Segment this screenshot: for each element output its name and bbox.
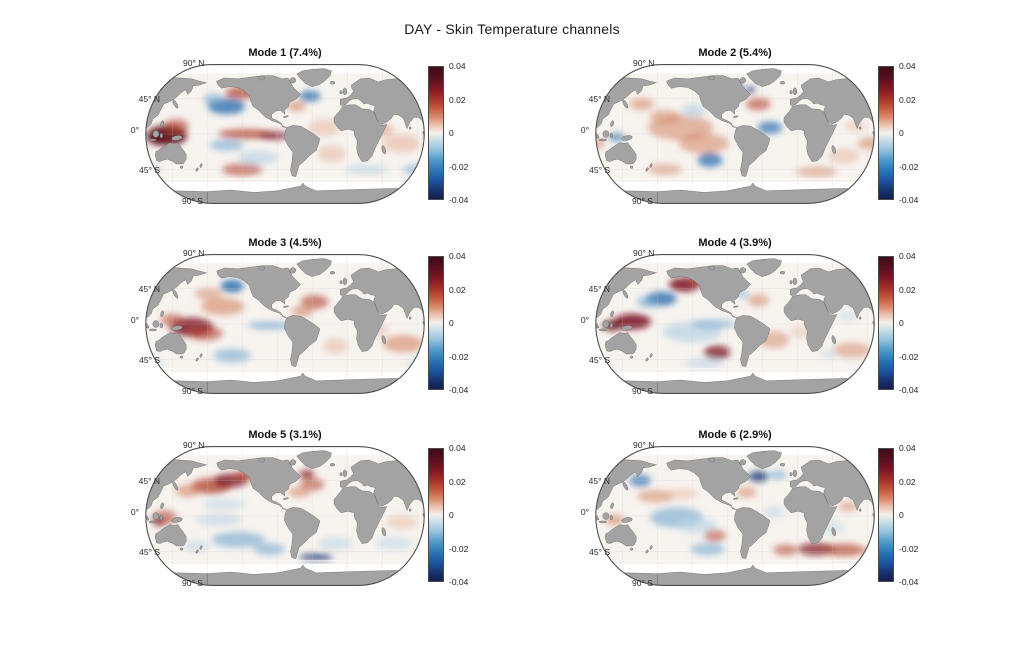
panel-title: Mode 4 (3.9%) <box>698 237 772 249</box>
map-panel-mode-2: Mode 2 (5.4%) 90° N 45° N 0° 45° S 90° S… <box>545 45 970 223</box>
colorbar-tick-label: -0.02 <box>449 351 469 362</box>
lat-label-0: 0° <box>130 315 139 325</box>
colorbar <box>428 448 444 582</box>
world-map <box>595 254 875 394</box>
colorbar-tick-label: 0 <box>449 318 454 328</box>
colorbar-tick-label: -0.02 <box>449 161 469 172</box>
map-panel-mode-5: Mode 5 (3.1%) 90° N 45° N 0° 45° S 90° S… <box>95 427 520 605</box>
lat-label-90n: 90° N <box>633 58 655 68</box>
colorbar-tick-label: -0.02 <box>899 543 919 554</box>
colorbar <box>878 256 894 390</box>
colorbar <box>428 66 444 200</box>
panel-title: Mode 5 (3.1%) <box>248 429 322 441</box>
colorbar-tick-label: 0 <box>899 318 904 328</box>
lat-label-45n: 45° N <box>138 284 160 294</box>
lat-label-90s: 90° S <box>632 386 653 396</box>
lat-label-45s: 45° S <box>589 355 610 365</box>
lat-label-45s: 45° S <box>139 165 160 175</box>
lat-label-0: 0° <box>580 507 589 517</box>
colorbar-tick-label: 0.04 <box>899 443 916 453</box>
lat-label-45s: 45° S <box>589 547 610 557</box>
colorbar-tick-label: 0.02 <box>899 94 916 105</box>
colorbar-tick-label: 0.02 <box>449 284 466 295</box>
map-panel-mode-6: Mode 6 (2.9%) 90° N 45° N 0° 45° S 90° S… <box>545 427 970 605</box>
colorbar <box>428 256 444 390</box>
lat-label-0: 0° <box>580 125 589 135</box>
colorbar-tick-label: -0.02 <box>899 351 919 362</box>
colorbar-tick-label: -0.04 <box>899 195 919 205</box>
colorbar-tick-label: -0.04 <box>449 195 469 205</box>
lat-label-0: 0° <box>580 315 589 325</box>
colorbar-tick-label: 0.04 <box>449 443 466 453</box>
colorbar-tick-label: 0.04 <box>899 61 916 71</box>
lat-label-90n: 90° N <box>183 58 205 68</box>
lat-label-45n: 45° N <box>138 94 160 104</box>
lat-label-90s: 90° S <box>632 578 653 588</box>
colorbar-tick-label: 0.04 <box>449 251 466 261</box>
colorbar <box>878 66 894 200</box>
lat-label-90n: 90° N <box>633 248 655 258</box>
map-panel-mode-3: Mode 3 (4.5%) 90° N 45° N 0° 45° S 90° S… <box>95 235 520 413</box>
world-map <box>145 254 425 394</box>
map-panel-mode-4: Mode 4 (3.9%) 90° N 45° N 0° 45° S 90° S… <box>545 235 970 413</box>
colorbar-tick-label: 0 <box>449 128 454 138</box>
colorbar-tick-label: -0.02 <box>449 543 469 554</box>
colorbar-tick-label: 0 <box>449 510 454 520</box>
colorbar-tick-label: 0.02 <box>449 476 466 487</box>
lat-label-90n: 90° N <box>633 440 655 450</box>
colorbar-tick-label: -0.04 <box>899 577 919 587</box>
panel-title: Mode 1 (7.4%) <box>248 47 322 59</box>
colorbar-tick-label: 0.04 <box>449 61 466 71</box>
lat-label-90n: 90° N <box>183 248 205 258</box>
lat-label-45n: 45° N <box>588 284 610 294</box>
lat-label-90s: 90° S <box>632 196 653 206</box>
map-panel-mode-1: Mode 1 (7.4%) 90° N 45° N 0° 45° S 90° S… <box>95 45 520 223</box>
panel-title: Mode 2 (5.4%) <box>698 47 772 59</box>
colorbar-tick-label: 0 <box>899 128 904 138</box>
colorbar-tick-label: 0.04 <box>899 251 916 261</box>
lat-label-90n: 90° N <box>183 440 205 450</box>
colorbar-tick-label: 0.02 <box>899 476 916 487</box>
colorbar-tick-label: -0.02 <box>899 161 919 172</box>
panel-title: Mode 6 (2.9%) <box>698 429 772 441</box>
colorbar <box>878 448 894 582</box>
world-map <box>145 64 425 204</box>
colorbar-tick-label: 0.02 <box>449 94 466 105</box>
lat-label-45n: 45° N <box>588 94 610 104</box>
colorbar-tick-label: 0.02 <box>899 284 916 295</box>
lat-label-45n: 45° N <box>138 476 160 486</box>
colorbar-tick-label: 0 <box>899 510 904 520</box>
figure-title: DAY - Skin Temperature channels <box>404 21 620 37</box>
world-map <box>595 64 875 204</box>
lat-label-45n: 45° N <box>588 476 610 486</box>
lat-label-45s: 45° S <box>589 165 610 175</box>
panel-title: Mode 3 (4.5%) <box>248 237 322 249</box>
lat-label-0: 0° <box>130 507 139 517</box>
world-map <box>595 446 875 586</box>
lat-label-45s: 45° S <box>139 355 160 365</box>
lat-label-0: 0° <box>130 125 139 135</box>
colorbar-tick-label: -0.04 <box>899 385 919 395</box>
lat-label-90s: 90° S <box>182 578 203 588</box>
lat-label-90s: 90° S <box>182 196 203 206</box>
lat-label-90s: 90° S <box>182 386 203 396</box>
colorbar-tick-label: -0.04 <box>449 577 469 587</box>
world-map <box>145 446 425 586</box>
lat-label-45s: 45° S <box>139 547 160 557</box>
colorbar-tick-label: -0.04 <box>449 385 469 395</box>
